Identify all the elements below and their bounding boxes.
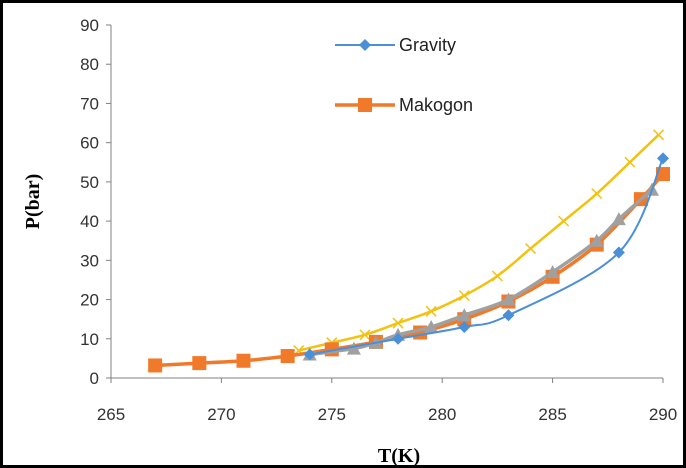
- series-layer: [148, 129, 670, 373]
- legend-marker-makogon: [358, 98, 372, 112]
- x-tick-label: 270: [207, 405, 235, 424]
- data-point-series-4: [545, 265, 560, 279]
- y-tick-label: 0: [90, 369, 99, 388]
- data-point-series-3: [458, 290, 470, 302]
- data-point-gravity: [612, 246, 625, 259]
- data-point-series-4: [457, 308, 472, 322]
- series-line-series-3: [298, 133, 660, 352]
- data-point-series-4: [611, 212, 626, 226]
- data-point-makogon: [192, 356, 207, 371]
- x-tick-label: 285: [538, 405, 566, 424]
- y-tick-label: 40: [80, 212, 99, 231]
- pressure-temperature-chart: 0 10 20 30 40 50 60 70 80 90 265 270 275 280 285 290 Gr…: [22, 16, 677, 465]
- y-tick-label: 90: [80, 16, 99, 35]
- legend-label-gravity: Gravity: [399, 35, 456, 55]
- data-point-series-3: [558, 215, 570, 227]
- x-tick-label: 265: [97, 405, 125, 424]
- data-point-series-3: [392, 317, 404, 329]
- data-point-gravity: [303, 348, 316, 361]
- data-point-series-3: [624, 156, 636, 168]
- series-gravity: [303, 152, 669, 361]
- data-point-makogon: [148, 358, 163, 373]
- legend-label-makogon: Makogon: [399, 95, 473, 115]
- data-point-series-3: [524, 243, 537, 255]
- data-point-gravity: [458, 321, 471, 334]
- series-series-4: [302, 182, 659, 361]
- y-tick-label: 30: [80, 251, 99, 270]
- y-tick-label: 20: [80, 291, 99, 310]
- x-tick-label: 275: [318, 405, 346, 424]
- y-tick-label: 10: [80, 330, 99, 349]
- y-tick-label: 80: [80, 55, 99, 74]
- y-tick-label: 60: [80, 134, 99, 153]
- legend: Gravity Makogon: [335, 35, 473, 115]
- data-point-gravity: [392, 332, 405, 345]
- data-point-series-3: [653, 129, 665, 141]
- y-tick-label: 70: [80, 94, 99, 113]
- data-point-series-4: [424, 320, 439, 334]
- legend-marker-gravity: [359, 39, 371, 51]
- data-point-series-3: [591, 188, 603, 200]
- data-point-series-4: [501, 292, 516, 306]
- data-point-makogon: [236, 353, 251, 368]
- plot-area: 0 10 20 30 40 50 60 70 80 90 265 270 275 280 285 290: [80, 16, 677, 424]
- data-point-series-4: [589, 233, 604, 247]
- series-line-gravity: [309, 157, 664, 356]
- data-point-series-3: [425, 305, 437, 317]
- data-point-makogon: [280, 349, 295, 364]
- data-point-series-3: [359, 329, 371, 341]
- data-point-gravity: [657, 152, 669, 165]
- legend-entry-gravity: Gravity: [335, 35, 456, 55]
- legend-entry-makogon: Makogon: [335, 95, 473, 115]
- y-tick-label: 50: [80, 173, 99, 192]
- series-series-3: [293, 129, 665, 357]
- series-line-series-4: [309, 188, 654, 357]
- x-tick-label: 290: [649, 405, 677, 424]
- x-tick-label: 280: [428, 405, 456, 424]
- data-point-gravity: [502, 309, 515, 322]
- data-point-series-3: [491, 270, 503, 282]
- x-axis-title: T(K): [378, 445, 420, 465]
- y-axis-title: P(bar): [22, 174, 44, 230]
- data-point-series-4: [346, 341, 361, 355]
